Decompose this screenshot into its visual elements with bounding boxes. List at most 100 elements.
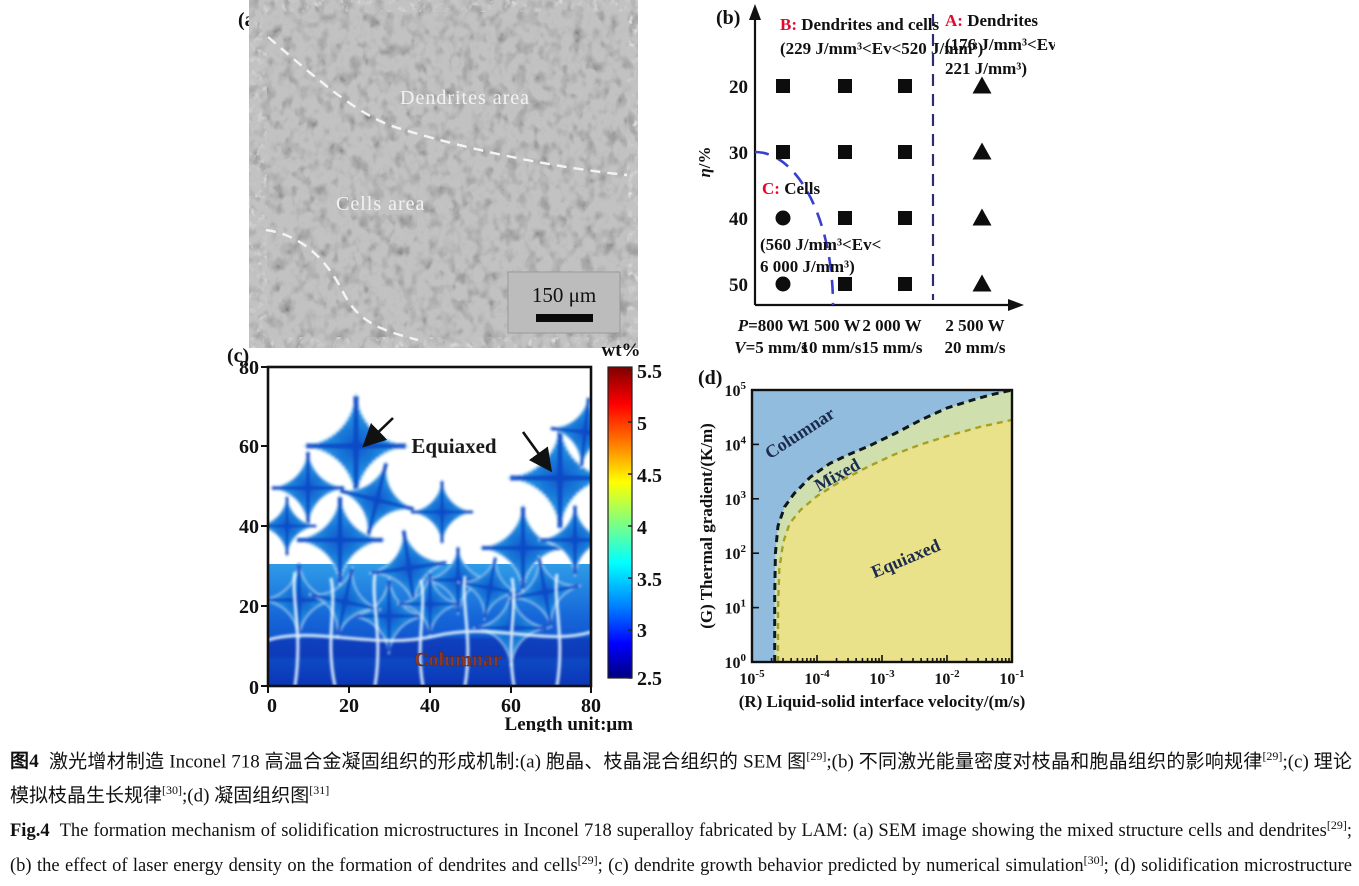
c-x-tick: 80 <box>581 695 601 717</box>
square-marker <box>838 277 852 291</box>
circle-marker <box>775 210 791 226</box>
y-tick-50: 50 <box>729 275 748 296</box>
d-x-tick: 10-3 <box>869 668 895 688</box>
svg-text:15 mm/s: 15 mm/s <box>862 338 923 357</box>
caption-english: Fig.4 The formation mechanism of solidifi… <box>10 817 1352 876</box>
panel-a-label: (a) <box>238 9 261 31</box>
y-axis-arrowhead <box>749 4 761 20</box>
scale-bar-label: 150 μm <box>532 283 596 307</box>
svg-text:221 J/mm³): 221 J/mm³) <box>945 59 1027 78</box>
grain-boundaries <box>268 571 591 686</box>
square-marker <box>838 145 852 159</box>
square-marker <box>898 277 912 291</box>
colorbar: wt% 5.5 5 4.5 4 3.5 3 2.5 <box>601 340 662 690</box>
cells-lower-boundary-line <box>265 228 419 342</box>
square-marker <box>838 211 852 225</box>
c-x-tick: 20 <box>339 695 359 717</box>
d-y-tick: 104 <box>725 434 747 454</box>
svg-text:(229 J/mm³<Ev<520 J/mm³): (229 J/mm³<Ev<520 J/mm³) <box>780 39 983 58</box>
simulation-field: Equiaxed Columnar <box>268 367 591 686</box>
square-marker <box>776 79 790 93</box>
c-x-tick: 60 <box>501 695 521 717</box>
svg-text:P=800 W: P=800 W <box>737 316 805 335</box>
columnar-label: Columnar <box>414 649 502 671</box>
region-a-annotation: A: Dendrites (176 J/mm³<Ev< 221 J/mm³) <box>945 11 1055 78</box>
colorbar-tick: 5 <box>637 413 647 435</box>
d-x-tick: 10-5 <box>739 668 765 688</box>
svg-text:(560 J/mm³<Ev<: (560 J/mm³<Ev< <box>760 235 881 254</box>
d-y-tick: 103 <box>725 489 747 509</box>
scale-bar: 150 μm <box>507 271 621 334</box>
colorbar-tick: 5.5 <box>637 361 662 383</box>
d-y-tick: 100 <box>725 652 747 672</box>
mixed-region <box>774 390 1012 662</box>
square-marker <box>898 211 912 225</box>
square-marker <box>898 145 912 159</box>
c-x-tick: 40 <box>420 695 440 717</box>
caption-chinese: 图4 激光增材制造 Inconel 718 高温合金凝固组织的形成机制:(a) 胞… <box>10 749 1352 807</box>
d-x-tick: 10-4 <box>804 668 830 688</box>
colorbar-tick: 4.5 <box>637 465 662 487</box>
region-c-annotation: C: Cells (560 J/mm³<Ev< 6 000 J/mm³) <box>760 179 881 276</box>
dendrites-area-label: Dendrites area <box>400 87 530 109</box>
panel-b-x-labels: P=800 W 1 500 W 2 000 W 2 500 W V=5 mm/s… <box>734 316 1006 357</box>
svg-text:6 000 J/mm³): 6 000 J/mm³) <box>760 257 855 276</box>
c-region-boundary-arc <box>754 150 835 306</box>
caption-en-number: Fig.4 <box>10 820 50 841</box>
x-axis-arrowhead <box>1008 299 1024 311</box>
figure-caption: 图4 激光增材制造 Inconel 718 高温合金凝固组织的形成机制:(a) 胞… <box>10 742 1352 886</box>
panel-d-ticks <box>751 389 1013 663</box>
svg-text:1 500 W: 1 500 W <box>801 316 860 335</box>
c-y-tick: 60 <box>239 436 259 458</box>
d-y-tick: 105 <box>725 380 747 400</box>
panel-a: (a) Dendrites area Cells area 150 μm <box>238 9 628 342</box>
equiaxed-region <box>778 419 1012 662</box>
panel-b-label: (b) <box>716 7 740 29</box>
cells-area-label: Cells area <box>336 193 425 215</box>
panel-c-xlabel: Length unit:μm <box>505 714 634 732</box>
panel-c: (c) <box>227 340 662 732</box>
colorbar-tick: 3 <box>637 620 647 642</box>
square-marker <box>776 145 790 159</box>
panel-d-y-tick-labels: 100 101 102 103 104 105 <box>725 380 747 672</box>
triangle-marker <box>972 208 992 226</box>
square-marker <box>898 79 912 93</box>
svg-text:2 000 W: 2 000 W <box>862 316 921 335</box>
d-x-tick: 10-2 <box>934 668 960 688</box>
svg-text:V=5 mm/s: V=5 mm/s <box>734 338 808 357</box>
panel-d-label: (d) <box>698 367 722 389</box>
y-tick-30: 30 <box>729 143 748 164</box>
c-y-tick: 40 <box>239 516 259 538</box>
panel-d-x-tick-labels: 10-5 10-4 10-3 10-2 10-1 <box>739 668 1024 688</box>
svg-text:(176 J/mm³<Ev<: (176 J/mm³<Ev< <box>945 35 1055 54</box>
colorbar-tick: 3.5 <box>637 569 662 591</box>
svg-text:A: Dendrites: A: Dendrites <box>945 11 1038 30</box>
panel-b-markers <box>775 76 992 292</box>
caption-zh-number: 图4 <box>10 751 39 773</box>
d-y-tick: 102 <box>725 543 747 563</box>
y-tick-40: 40 <box>729 209 748 230</box>
region-b-annotation: B: Dendrites and cells (229 J/mm³<Ev<520… <box>780 15 983 58</box>
panel-d-ylabel: (G) Thermal gradient/(K/m) <box>697 423 716 629</box>
colorbar-title: wt% <box>601 340 640 361</box>
d-x-tick: 10-1 <box>999 668 1024 688</box>
square-marker <box>838 79 852 93</box>
triangle-marker <box>972 76 992 94</box>
panel-b-ylabel: η/% <box>695 146 714 177</box>
equiaxed-label: Equiaxed <box>411 434 497 458</box>
svg-text:C: Cells: C: Cells <box>762 179 820 198</box>
colorbar-tick: 4 <box>637 517 647 539</box>
d-y-tick: 101 <box>725 598 747 618</box>
svg-text:2 500 W: 2 500 W <box>945 316 1004 335</box>
columnar-mixed-boundary <box>773 390 1012 662</box>
dendrite-cell-boundary-line <box>267 36 628 177</box>
panel-c-label: (c) <box>227 345 249 367</box>
c-x-tick: 0 <box>267 695 277 717</box>
colorbar-tick: 2.5 <box>637 668 662 690</box>
c-y-tick: 0 <box>249 677 259 699</box>
svg-text:20 mm/s: 20 mm/s <box>945 338 1006 357</box>
svg-text:10 mm/s: 10 mm/s <box>801 338 862 357</box>
panel-c-ticks <box>261 366 592 693</box>
